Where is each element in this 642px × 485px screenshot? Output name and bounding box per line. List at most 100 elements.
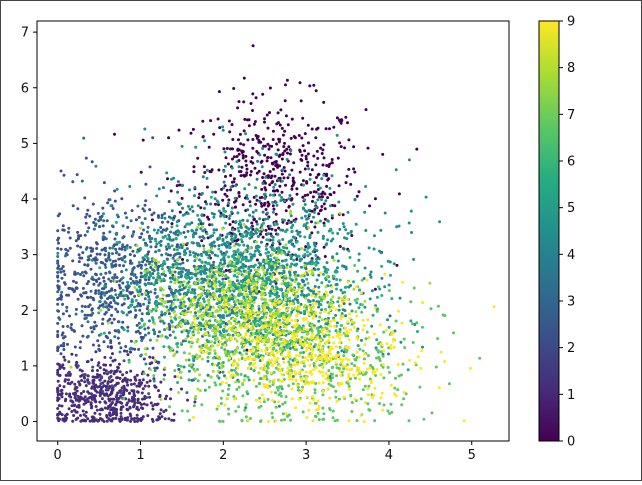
scatter-point [217,264,221,268]
scatter-point [129,277,133,281]
scatter-point [198,389,202,393]
scatter-point [191,288,194,292]
scatter-point [371,313,375,317]
scatter-point [349,393,353,397]
scatter-point [301,410,305,414]
scatter-point [201,235,205,239]
scatter-point [258,381,262,385]
scatter-point [360,303,364,307]
scatter-point [102,231,106,235]
scatter-point [67,226,71,230]
scatter-point [151,346,155,350]
scatter-point [387,352,390,356]
scatter-point [313,285,317,288]
scatter-point [165,309,169,313]
scatter-point [200,403,204,407]
scatter-point [227,217,231,220]
scatter-point [209,195,213,199]
plot-area [37,21,509,441]
scatter-point [271,416,275,419]
scatter-point [313,388,317,392]
scatter-point [242,323,246,327]
scatter-point [268,291,271,295]
scatter-point [222,270,226,274]
scatter-point [159,230,163,234]
scatter-point [100,407,104,411]
scatter-point [343,146,347,150]
scatter-point [222,254,226,257]
scatter-point [263,303,267,307]
scatter-point [114,403,118,407]
scatter-point [284,282,287,285]
scatter-point [141,222,145,225]
scatter-point [240,238,243,242]
scatter-point [171,273,175,277]
scatter-point [242,143,246,147]
scatter-point [103,284,107,288]
scatter-point [100,248,104,252]
scatter-point [193,369,197,373]
scatter-point [307,300,311,303]
scatter-point [121,224,125,228]
scatter-point [224,275,228,279]
scatter-point [113,189,117,193]
scatter-point [110,313,114,317]
scatter-point [94,224,97,227]
scatter-point [274,201,278,204]
scatter-point [208,223,212,227]
scatter-point [278,176,282,180]
scatter-point [244,415,248,419]
scatter-point [266,142,270,146]
scatter-point [116,400,120,404]
scatter-point [313,208,317,211]
scatter-point [207,334,211,338]
scatter-point [173,265,177,269]
scatter-point [141,378,145,382]
scatter-point [357,355,361,359]
scatter-point [182,351,186,355]
scatter-point [196,213,200,217]
scatter-point [218,126,222,130]
scatter-point [306,281,310,285]
scatter-point [117,320,121,324]
scatter-point [257,304,261,308]
scatter-point [257,245,261,249]
scatter-point [366,318,370,322]
scatter-point [103,406,107,410]
scatter-point [310,231,314,235]
scatter-point [338,328,342,331]
scatter-point [361,349,365,353]
scatter-point [273,160,277,164]
scatter-point [285,263,289,267]
scatter-point [313,414,317,418]
scatter-point [319,208,323,212]
scatter-point [56,255,60,258]
scatter-point [284,114,288,118]
scatter-point [260,227,264,231]
scatter-point [155,231,159,235]
scatter-point [226,393,230,397]
scatter-point [263,196,267,200]
scatter-point [78,346,82,350]
scatter-point [267,324,271,328]
scatter-point [91,375,95,379]
scatter-point [321,393,325,397]
scatter-point [231,287,235,291]
scatter-point [327,329,331,333]
scatter-point [113,288,117,292]
scatter-point [267,232,270,236]
scatter-point [86,360,90,363]
scatter-point [275,386,279,389]
scatter-point [213,253,217,257]
scatter-point [202,165,206,169]
scatter-point [76,364,80,368]
scatter-point [100,375,104,379]
scatter-point [331,256,335,260]
scatter-point [237,290,241,294]
scatter-point [223,184,227,188]
scatter-point [248,213,252,217]
scatter-point [170,418,174,422]
scatter-point [148,309,152,313]
scatter-point [205,185,209,189]
scatter-point [222,209,226,213]
